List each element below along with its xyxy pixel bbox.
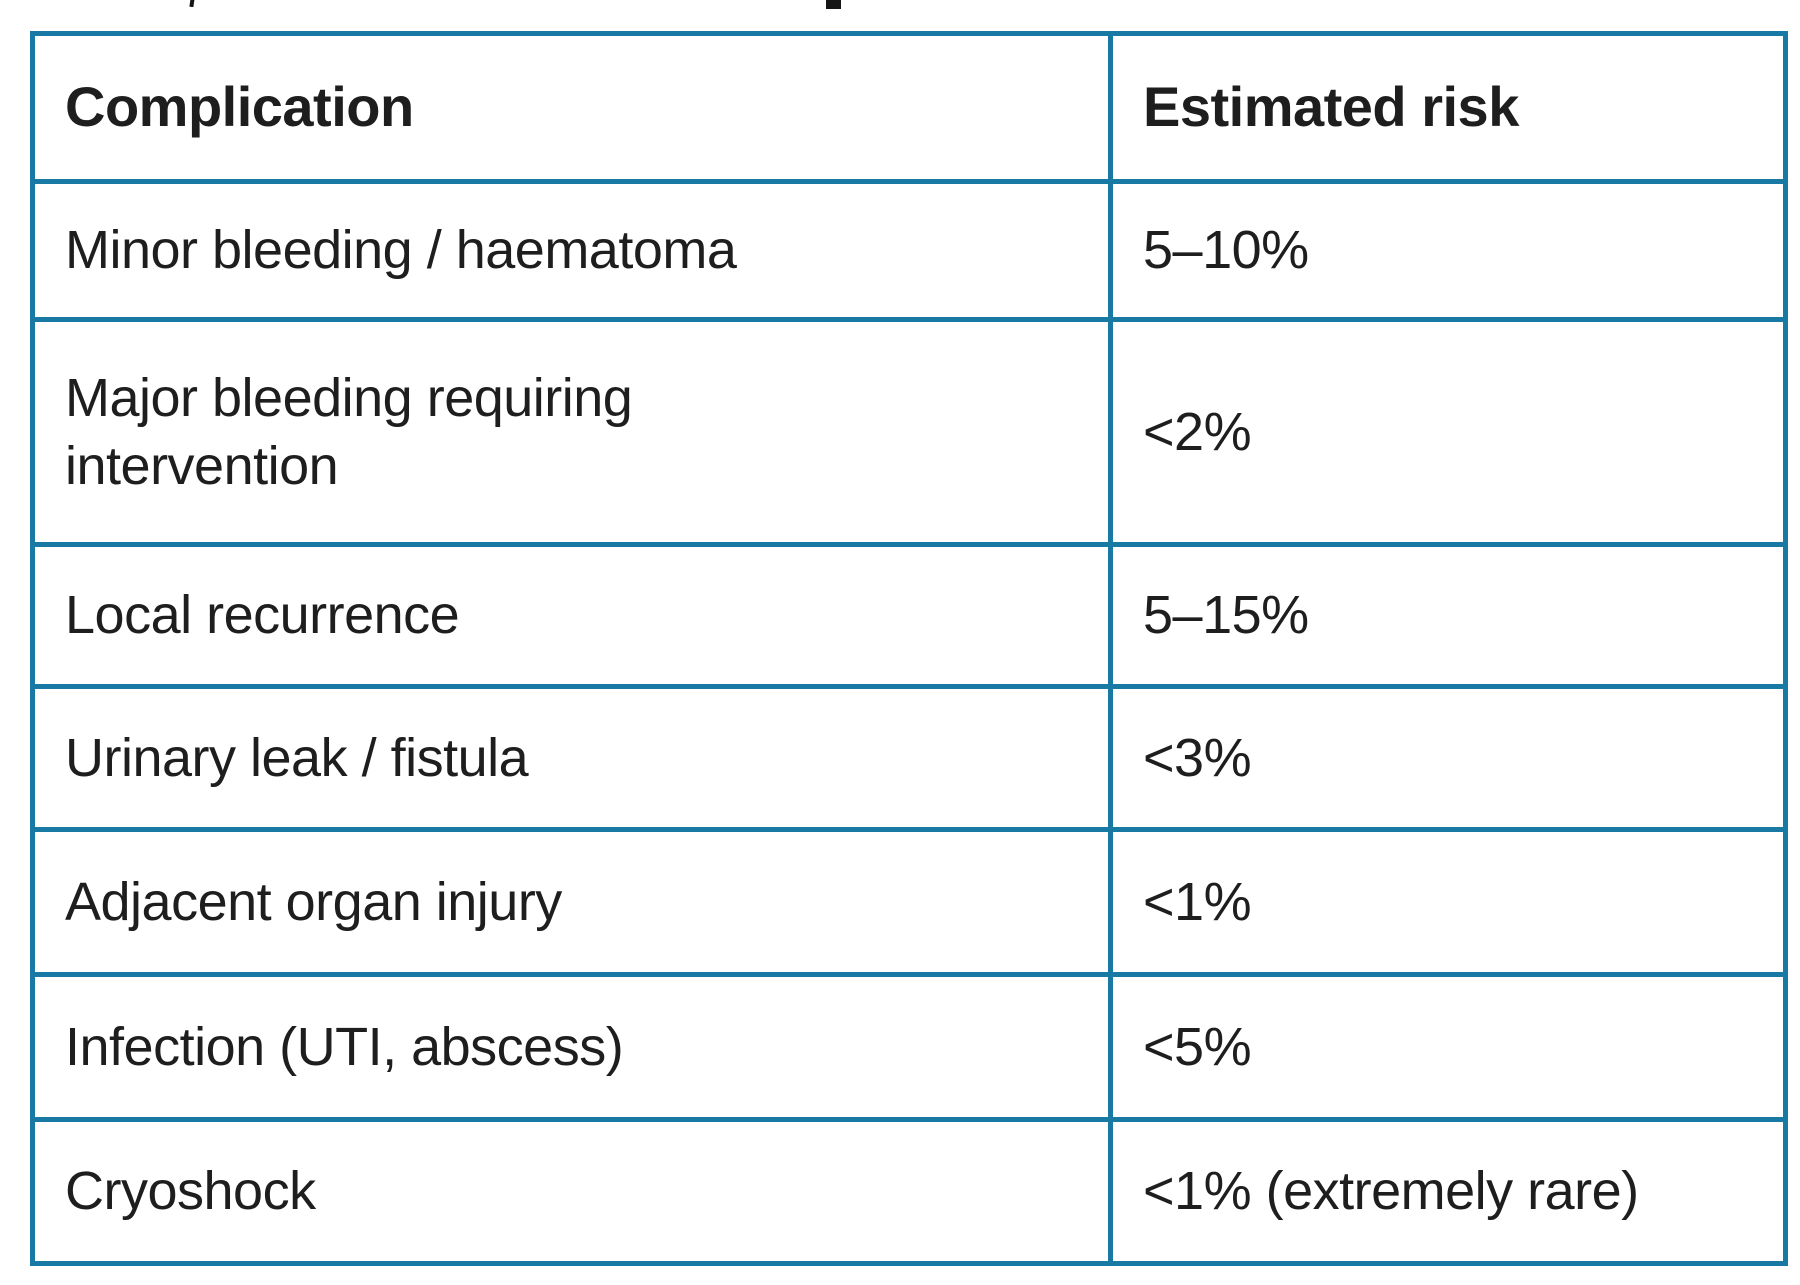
cell-complication: Minor bleeding / haematoma: [30, 179, 1113, 322]
table-row: Adjacent organ injury <1%: [30, 827, 1788, 977]
table-row: Local recurrence 5–15%: [30, 542, 1788, 689]
column-header-complication: Complication: [30, 31, 1113, 184]
cell-complication: Cryoshock: [30, 1117, 1113, 1266]
cropped-glyph-fragment-1: [189, 0, 196, 7]
cell-risk: <3%: [1108, 684, 1788, 832]
cell-risk: <2%: [1108, 317, 1788, 547]
cell-risk: <5%: [1108, 972, 1788, 1122]
column-header-estimated-risk: Estimated risk: [1108, 31, 1788, 184]
cell-complication: Adjacent organ injury: [30, 827, 1113, 977]
table-row: Infection (UTI, abscess) <5%: [30, 972, 1788, 1122]
table-row: Minor bleeding / haematoma 5–10%: [30, 179, 1788, 322]
table-row: Cryoshock <1% (extremely rare): [30, 1117, 1788, 1266]
cell-risk: 5–10%: [1108, 179, 1788, 322]
cell-risk: <1% (extremely rare): [1108, 1117, 1788, 1266]
cell-complication: Major bleeding requiring intervention: [30, 317, 1113, 547]
cell-risk: <1%: [1108, 827, 1788, 977]
cell-complication: Local recurrence: [30, 542, 1113, 689]
table-row: Major bleeding requiring intervention <2…: [30, 317, 1788, 547]
cell-complication: Urinary leak / fistula: [30, 684, 1113, 832]
cell-risk: 5–15%: [1108, 542, 1788, 689]
cell-complication: Infection (UTI, abscess): [30, 972, 1113, 1122]
table-row: Urinary leak / fistula <3%: [30, 684, 1788, 832]
complications-risk-table: Complication Estimated risk Minor bleedi…: [30, 31, 1788, 1266]
cropped-glyph-fragment-2: o: [378, 0, 430, 12]
cropped-glyph-fragment-3: [826, 0, 841, 9]
table-header-row: Complication Estimated risk: [30, 31, 1788, 184]
